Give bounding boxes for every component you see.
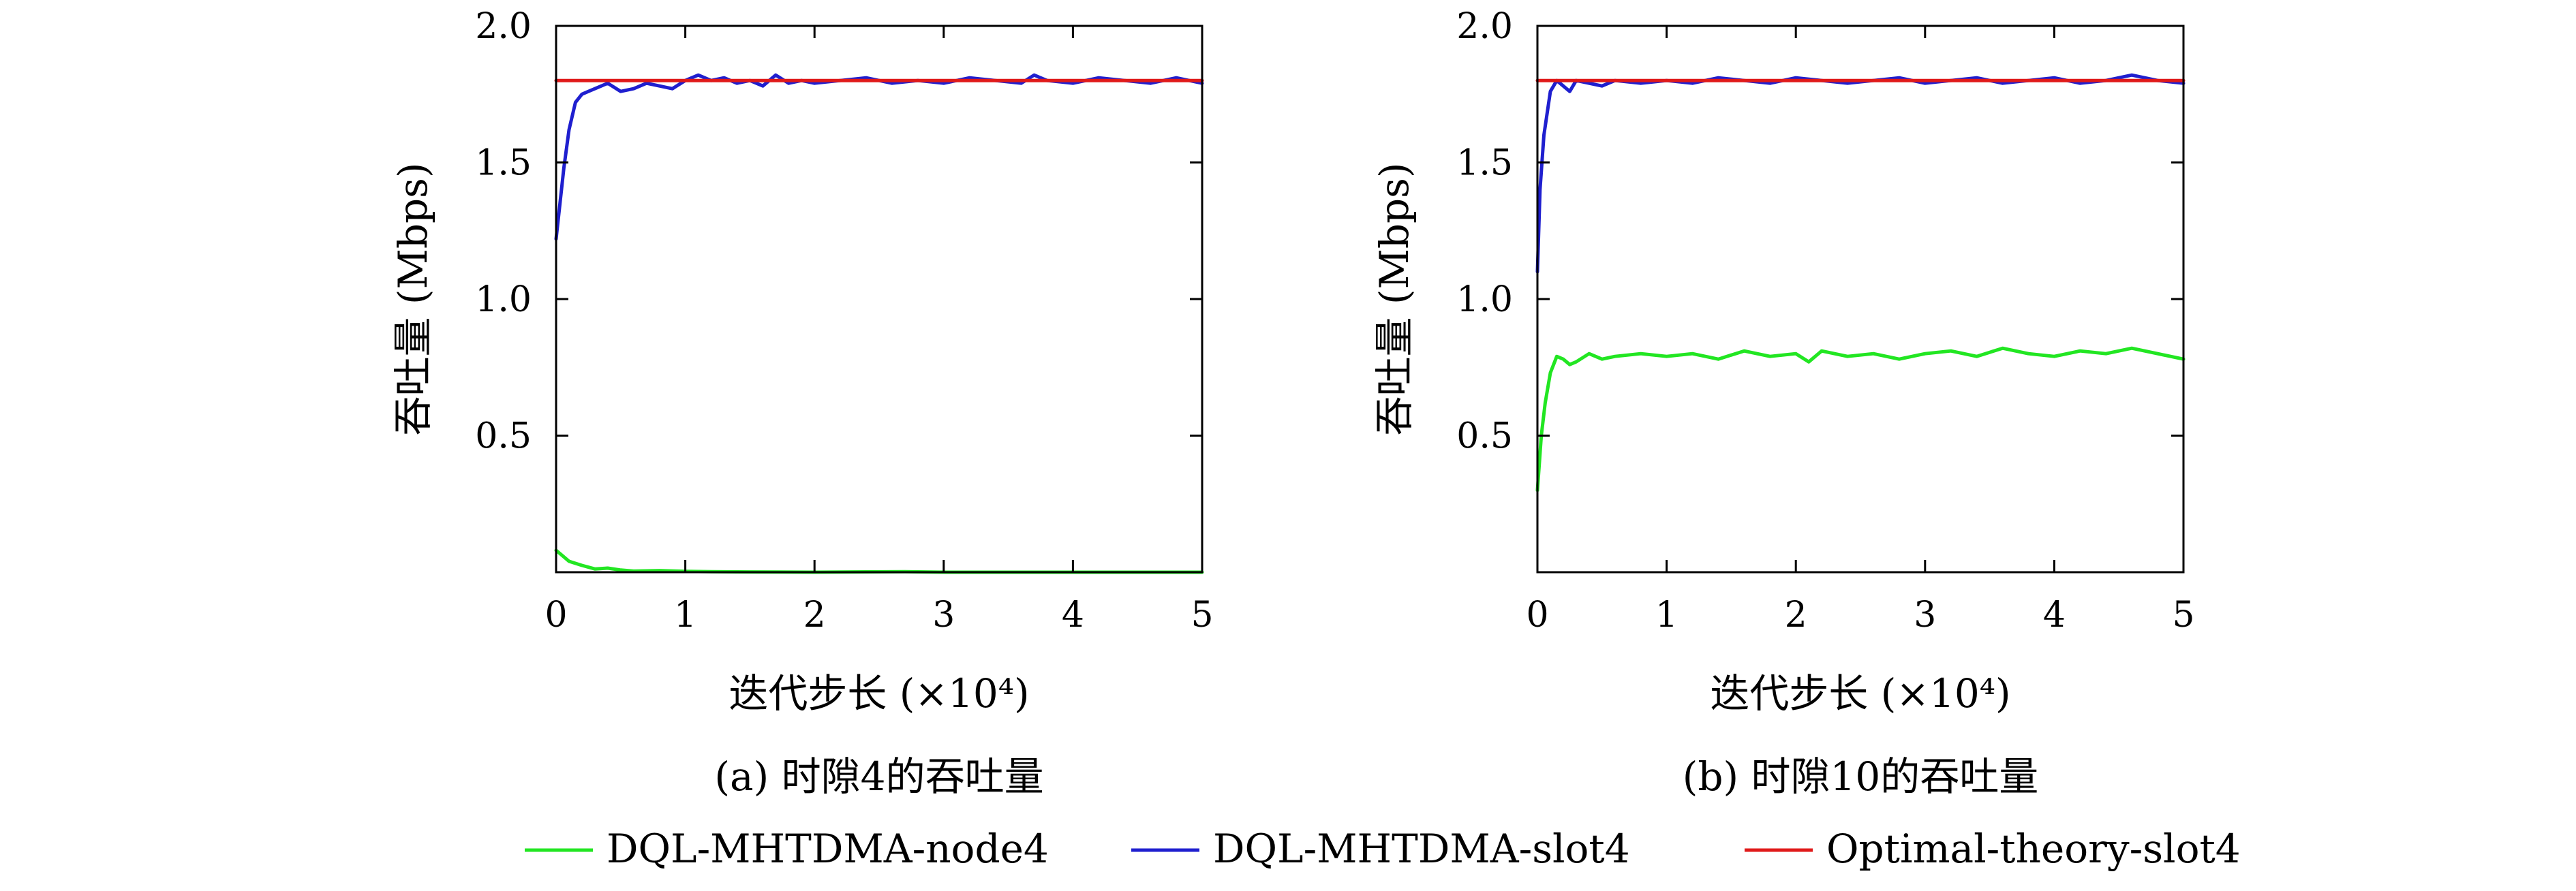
y-tick-label: 0.5 (475, 416, 532, 457)
y-tick-label: 1.0 (475, 279, 532, 320)
legend-label: DQL-MHTDMA-slot4 (1213, 826, 1630, 872)
x-tick-label: 5 (2172, 595, 2194, 636)
x-tick-label: 2 (803, 595, 826, 636)
x-tick-label: 4 (2043, 595, 2066, 636)
y-axis-title: 吞吐量 (Mbps) (390, 162, 436, 435)
panel-caption: (b) 时隙10的吞吐量 (1683, 753, 2039, 800)
x-tick-label: 3 (932, 595, 955, 636)
series-line-dql-mhtdma-slot4 (554, 73, 1204, 241)
y-tick-label: 2.0 (475, 6, 532, 47)
series-line-dql-mhtdma-slot4 (1535, 73, 2186, 274)
x-tick-label: 4 (1062, 595, 1084, 636)
x-tick-label: 5 (1191, 595, 1213, 636)
plot-frame (1536, 25, 2185, 574)
x-tick-label: 2 (1785, 595, 1807, 636)
y-tick-label: 2.0 (1456, 6, 1513, 47)
y-tick-label: 1.5 (1456, 143, 1513, 184)
panel-a: 0 1 2 3 4 5 0.5 1.0 1.5 2.0 迭代步长 (×10⁴) 吞吐量 (Mbps) (… (390, 6, 1214, 800)
x-tick-label: 1 (674, 595, 696, 636)
legend-label: DQL-MHTDMA-node4 (607, 826, 1049, 872)
plot-frame (555, 25, 1203, 574)
x-axis-title: 迭代步长 (×10⁴) (1710, 670, 2010, 717)
y-axis-title: 吞吐量 (Mbps) (1371, 162, 1417, 435)
panel-caption: (a) 时隙4的吞吐量 (714, 753, 1043, 800)
y-tick-label: 1.5 (475, 143, 532, 184)
series-line-dql-mhtdma-node4 (554, 548, 1204, 574)
panel-b: 0 1 2 3 4 5 0.5 1.0 1.5 2.0 迭代步长 (×10⁴) 吞吐量 (Mbps) (… (1371, 6, 2195, 800)
x-tick-label: 3 (1914, 595, 1936, 636)
y-tick-label: 0.5 (1456, 416, 1513, 457)
legend-label: Optimal-theory-slot4 (1826, 826, 2241, 872)
legend: DQL-MHTDMA-node4 DQL-MHTDMA-slot4 Optimal-… (525, 826, 2241, 872)
x-axis-title: 迭代步长 (×10⁴) (729, 670, 1029, 717)
x-tick-label: 0 (1526, 595, 1548, 636)
series-line-dql-mhtdma-node4 (1535, 346, 2186, 493)
y-tick-label: 1.0 (1456, 279, 1513, 320)
x-tick-label: 1 (1655, 595, 1678, 636)
x-tick-label: 0 (545, 595, 567, 636)
